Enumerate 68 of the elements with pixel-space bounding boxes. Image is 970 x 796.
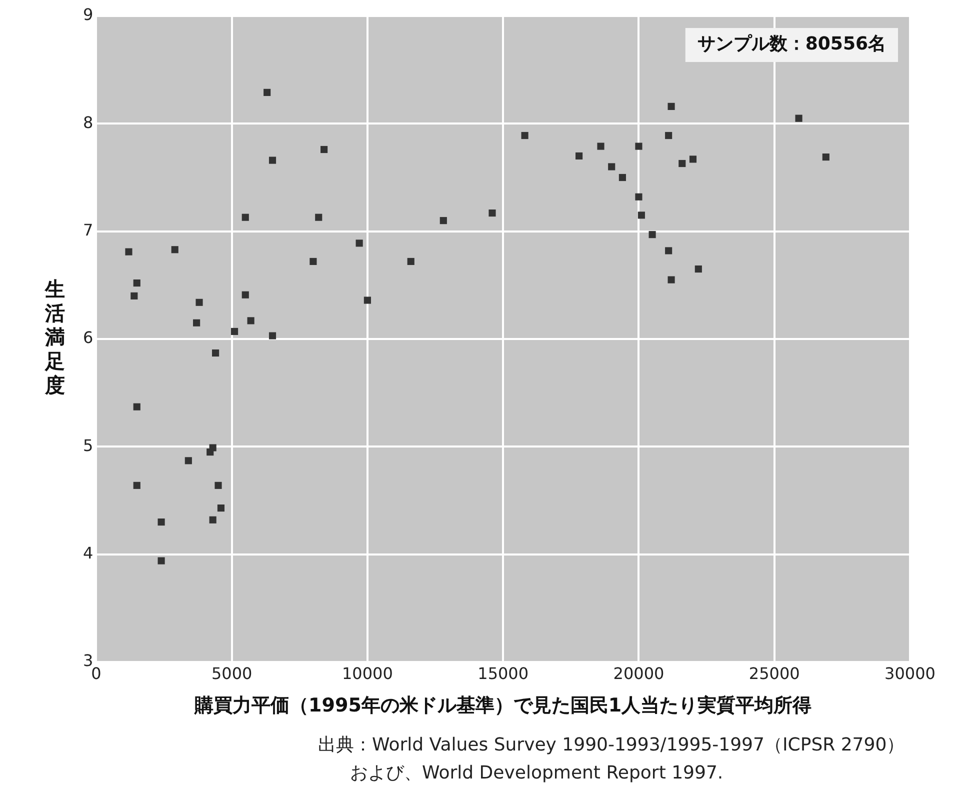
x-tick-label: 15000: [478, 664, 529, 683]
point: [242, 214, 249, 221]
point: [364, 296, 371, 304]
point: [665, 132, 672, 140]
point: [268, 332, 276, 340]
y-tick-label: 3: [82, 651, 94, 670]
x-tick-label: 0: [91, 664, 102, 683]
point: [184, 457, 192, 464]
point: [193, 319, 200, 326]
point: [315, 214, 322, 221]
point: [206, 448, 214, 456]
point: [212, 349, 220, 357]
point: [597, 142, 604, 150]
point: [158, 557, 165, 564]
point: [689, 156, 697, 163]
point: [668, 276, 675, 284]
point: [196, 298, 203, 306]
y-axis-title: 生活満足度: [44, 277, 65, 398]
point: [635, 142, 642, 150]
x-tick-label: 10000: [342, 664, 393, 683]
point: [133, 279, 140, 287]
point: [171, 246, 178, 254]
point: [488, 209, 496, 217]
x-tick-label: 25000: [748, 664, 800, 683]
y-tick-label: 4: [82, 543, 94, 562]
x-tick-label: 30000: [884, 664, 936, 683]
y-tick-label: 9: [82, 5, 94, 24]
x-tick-label: 5000: [211, 664, 252, 683]
point: [264, 88, 271, 96]
point: [247, 317, 254, 324]
point: [795, 114, 802, 122]
point: [356, 240, 363, 247]
point: [608, 163, 616, 170]
point: [217, 504, 224, 512]
point: [407, 258, 414, 266]
point: [678, 160, 686, 168]
point: [242, 291, 249, 298]
point: [214, 482, 222, 489]
y-tick-label: 8: [82, 112, 94, 132]
point: [618, 174, 626, 182]
point: [130, 292, 138, 300]
point: [230, 328, 238, 335]
point: [268, 156, 276, 164]
point: [665, 247, 672, 254]
x-tick-label: 20000: [613, 664, 664, 683]
point: [440, 217, 447, 224]
point: [310, 258, 317, 266]
point: [158, 518, 165, 526]
point: [638, 212, 645, 219]
point: [133, 403, 140, 410]
point: [209, 516, 216, 524]
y-tick-label: 6: [82, 328, 94, 348]
point: [822, 154, 830, 161]
point: [133, 482, 140, 489]
point: [521, 132, 528, 140]
point: [125, 248, 132, 256]
point: [648, 231, 656, 238]
source-note: 出典：World Values Survey 1990-1993/1995-1997（ICPSR 2790）: [318, 734, 905, 756]
text: および、World Development Report 1997.: [350, 762, 724, 784]
x-axis-title: 購買力平価（1995年の米ドル基準）で見た国民1人当たり実質平均所得: [194, 694, 812, 717]
annotation: サンプル数：80556名: [697, 34, 886, 55]
point: [668, 102, 675, 110]
point: [635, 193, 642, 200]
y-tick-label: 5: [82, 436, 94, 455]
y-tick-label: 7: [82, 220, 94, 240]
point: [576, 152, 583, 160]
point: [320, 146, 328, 154]
point: [694, 265, 702, 273]
